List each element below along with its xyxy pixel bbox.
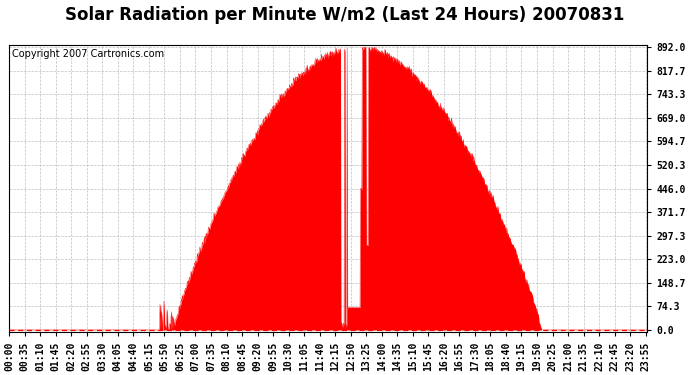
Text: Copyright 2007 Cartronics.com: Copyright 2007 Cartronics.com xyxy=(12,49,164,59)
Text: Solar Radiation per Minute W/m2 (Last 24 Hours) 20070831: Solar Radiation per Minute W/m2 (Last 24… xyxy=(66,6,624,24)
